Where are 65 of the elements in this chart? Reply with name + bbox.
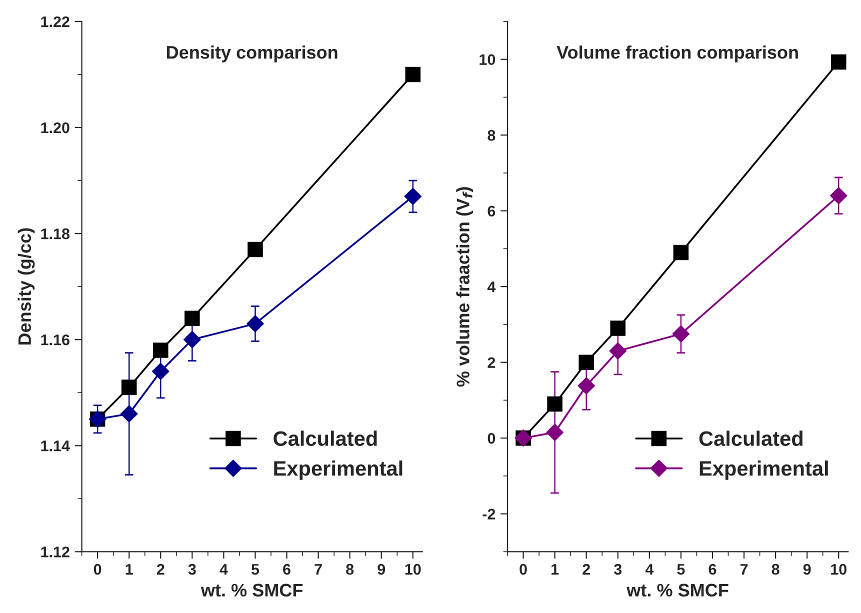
x-tick-label: 8 [346,564,354,575]
point [610,320,626,336]
y-tick-label: 1.14 [41,440,70,452]
y-tick-label: 1.20 [41,122,70,134]
point [830,187,848,204]
x-tick-label: 2 [582,564,590,575]
x-tick-label: 0 [94,564,102,575]
legend-label: Calculated [699,430,802,446]
x-tick-label: 4 [645,564,654,575]
point [673,244,689,260]
point [547,396,562,412]
point [546,424,564,441]
y-tick-label: 1.22 [41,16,70,27]
y-tick-label: 2 [488,357,496,368]
point [830,54,846,70]
point [578,354,594,370]
x-tick-label: 7 [314,564,322,575]
point [152,362,170,380]
point [121,380,137,395]
y-tick-label: 4 [487,282,496,292]
x-axis-title: wt. % SMCF [200,584,303,597]
text: Volume fraction comparison [556,45,798,62]
x-tick-label: 10 [831,564,846,575]
x-tick-label: 10 [405,564,421,575]
point [405,66,421,82]
legend-label: Experimental [274,460,402,480]
x-tick-label: 1 [552,564,559,575]
x-tick-label: 3 [188,564,196,575]
x-tick-label: 3 [614,564,622,575]
point [578,377,595,394]
x-axis-title: wt. % SMCF [626,584,728,597]
y-axis-title: % volume fraaction (V$_{f}$) [456,187,474,387]
y-tick-label: 0 [488,432,496,444]
y-axis-title: Density (g/cc) [18,228,35,345]
point [184,331,201,348]
point [184,310,200,326]
point [246,315,264,332]
point [248,242,263,258]
text: Density comparison [167,45,338,62]
point [672,325,690,342]
x-tick-label: 4 [220,564,228,575]
point [609,342,626,360]
y-tick-label: -2 [482,508,496,520]
y-tick-label: 10 [480,54,496,66]
legend-label: Calculated [274,430,377,446]
y-tick-label: 1.16 [41,334,70,346]
x-tick-label: 1 [126,564,133,575]
x-tick-label: 7 [740,564,748,575]
x-tick-label: 6 [708,564,716,575]
y-tick-label: 1.18 [41,228,70,240]
x-tick-label: 6 [283,564,290,575]
point [120,405,138,422]
y-tick-label: 6 [488,206,496,217]
x-tick-label: 8 [772,564,780,575]
point [152,342,168,358]
x-tick-label: 0 [520,564,527,575]
x-tick-label: 2 [156,564,164,575]
x-tick-label: 5 [677,564,685,575]
x-tick-label: 9 [803,564,811,575]
legend-label: Experimental [700,460,828,480]
x-tick-label: 5 [251,564,260,575]
y-tick-label: 1.12 [41,546,70,558]
x-tick-label: 9 [378,564,386,575]
point [404,188,422,205]
y-tick-label: 8 [488,130,496,141]
